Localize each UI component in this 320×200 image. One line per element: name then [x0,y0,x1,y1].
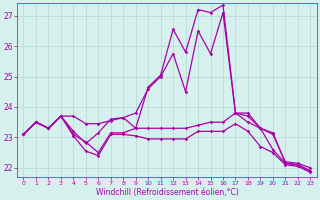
X-axis label: Windchill (Refroidissement éolien,°C): Windchill (Refroidissement éolien,°C) [96,188,238,197]
